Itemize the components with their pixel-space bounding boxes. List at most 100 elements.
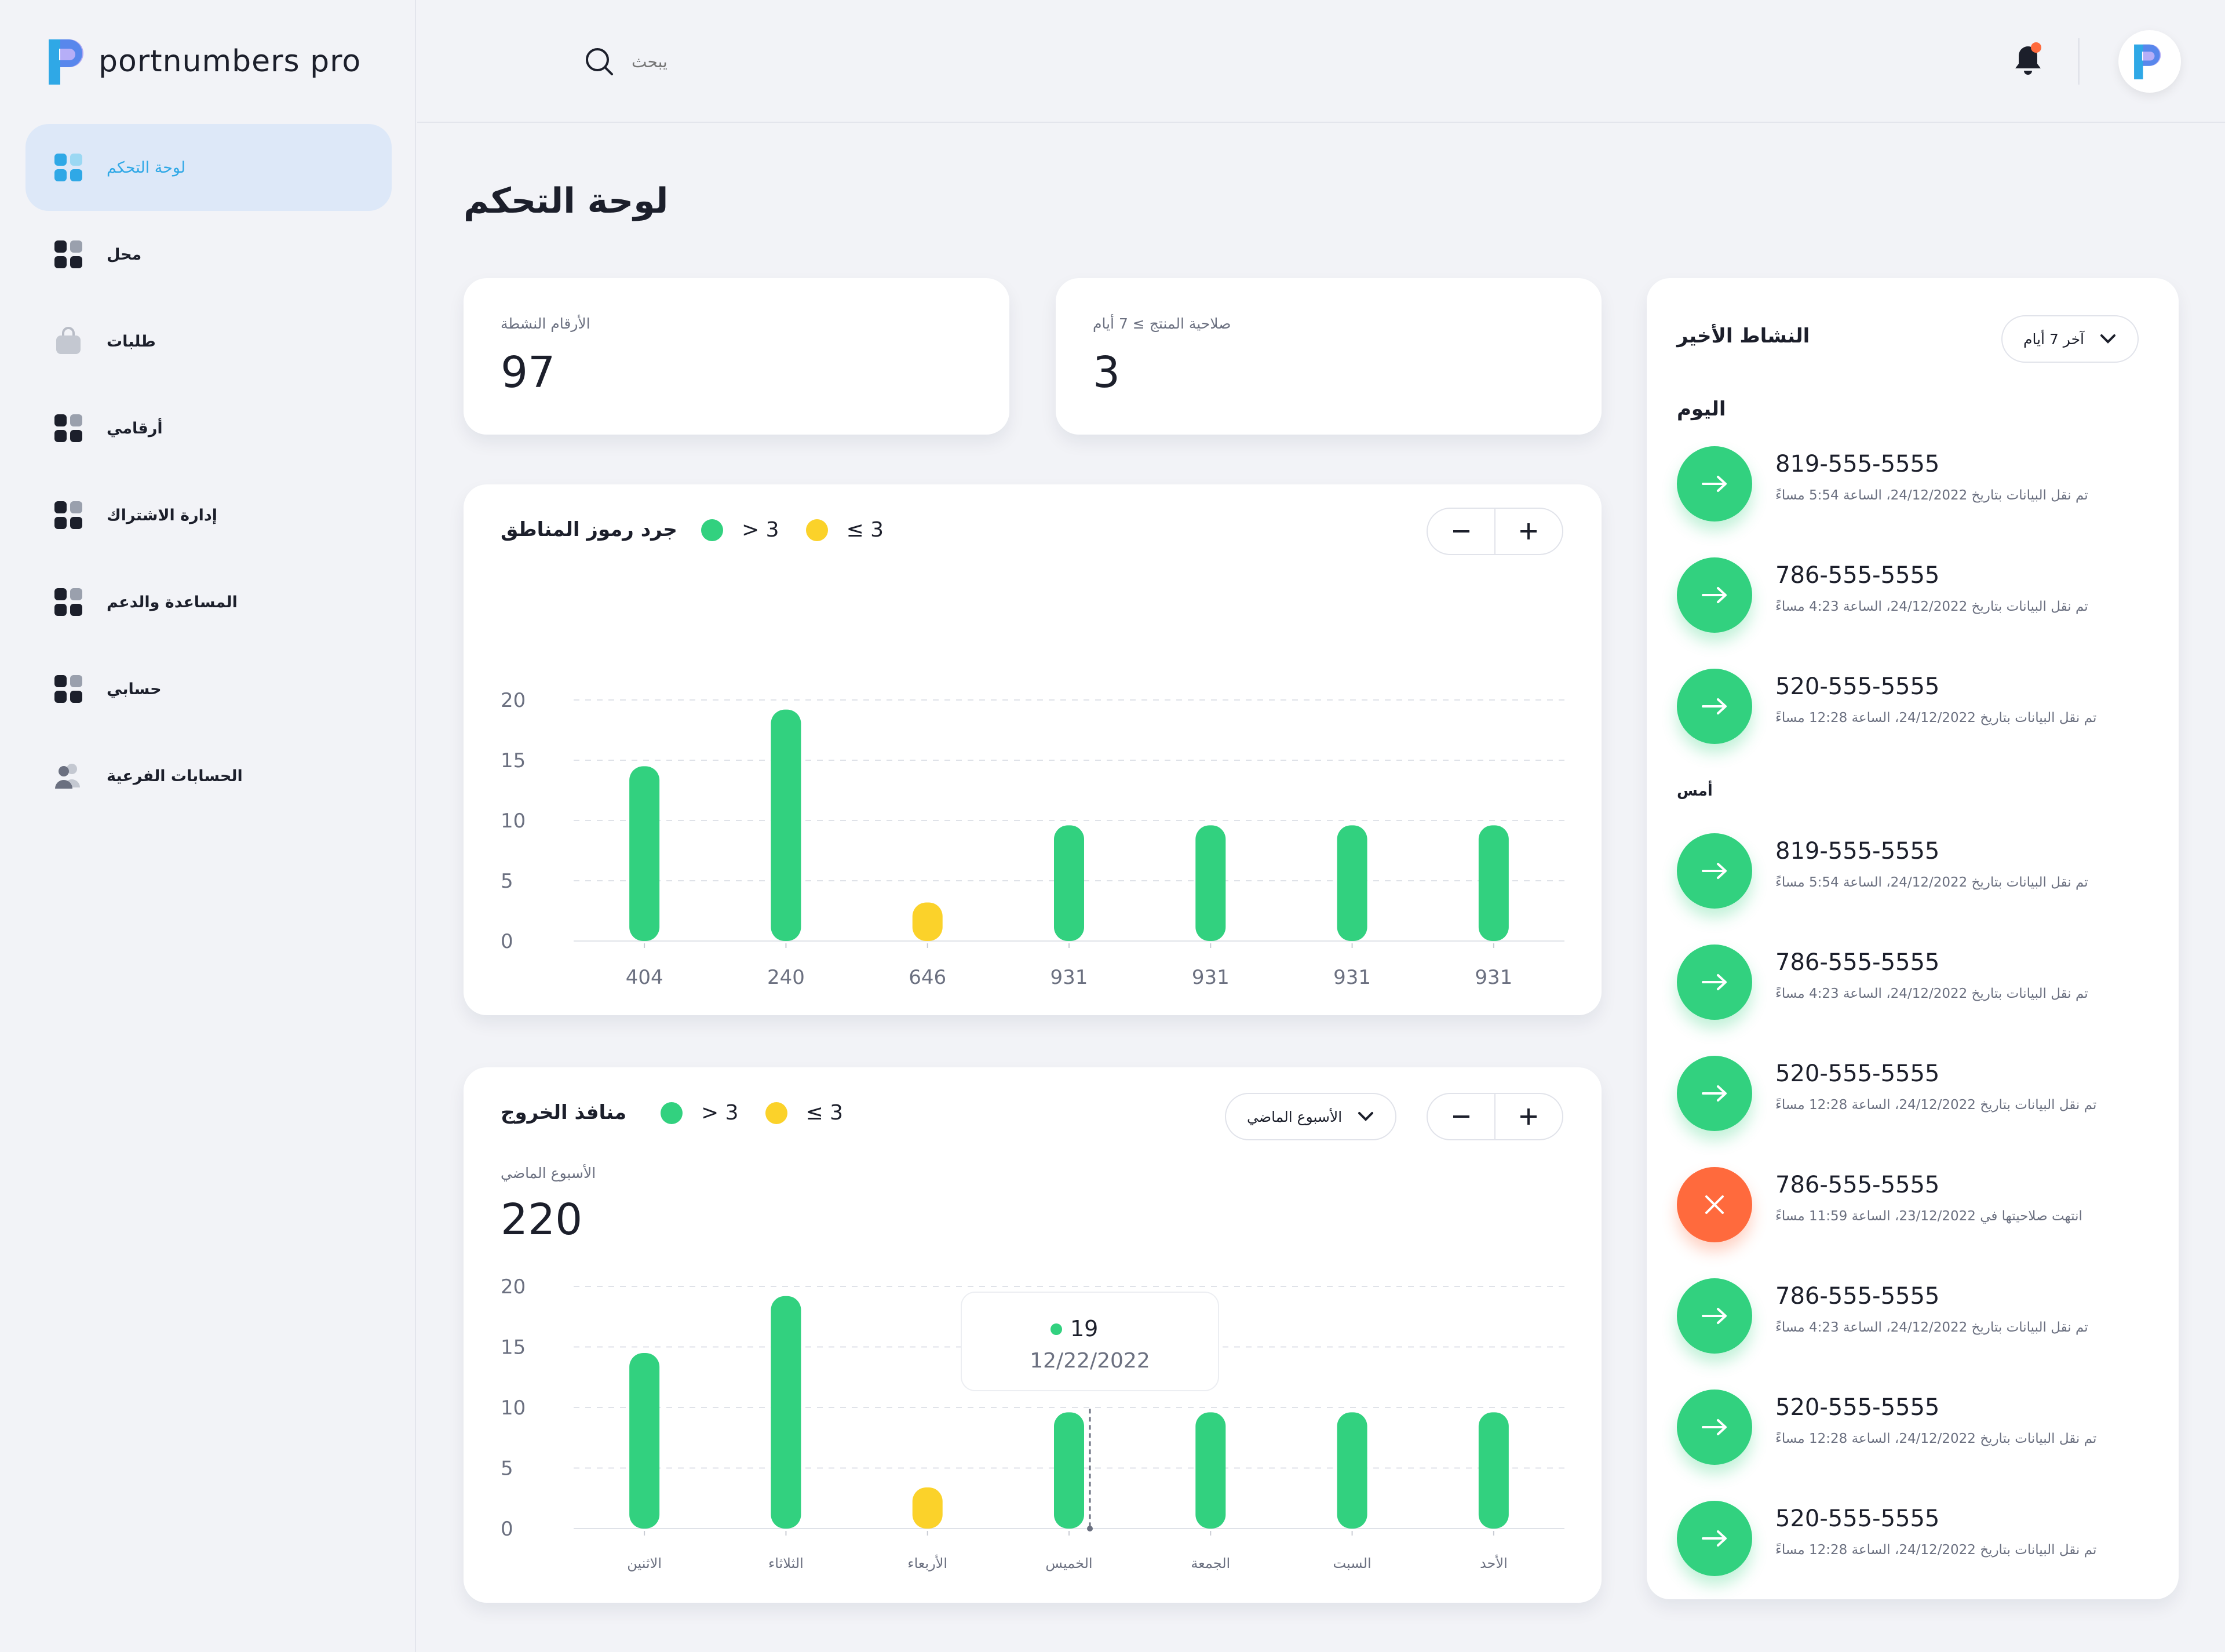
activity-description: تم نقل البيانات بتاريخ 24/12/2022، الساع…: [1775, 1097, 2097, 1113]
activity-status-success[interactable]: [1677, 557, 1752, 633]
activity-description: تم نقل البيانات بتاريخ 24/12/2022، الساع…: [1775, 488, 2088, 503]
activity-status-success[interactable]: [1677, 1390, 1752, 1465]
activity-item[interactable]: 520-555-5555 تم نقل البيانات بتاريخ 24/12…: [1677, 1390, 2152, 1465]
activity-item[interactable]: 819-555-5555 تم نقل البيانات بتاريخ 24/12…: [1677, 833, 2152, 909]
notification-bell-icon[interactable]: [2011, 42, 2045, 79]
zoom-in-button[interactable]: [1496, 1094, 1562, 1139]
y-tick-label: 20: [501, 689, 526, 712]
chevron-down-icon: [1358, 1112, 1374, 1121]
support-grid-icon: [54, 588, 82, 616]
search-icon[interactable]: [583, 45, 615, 78]
search-bar[interactable]: [583, 44, 979, 79]
chart-title: جرد رموز المناطق: [501, 518, 677, 541]
chart-bar[interactable]: [1054, 825, 1084, 941]
arrow-right-icon: [1702, 863, 1727, 879]
avatar[interactable]: [2118, 30, 2181, 93]
x-tick-label: الثلاثاء: [768, 1555, 804, 1571]
chart-bar[interactable]: [1478, 825, 1509, 941]
chart-bar[interactable]: [771, 709, 801, 941]
activity-description: انتهت صلاحيتها في 23/12/2022، الساعة 11:…: [1775, 1209, 2082, 1224]
sidebar-item-store[interactable]: محل: [25, 211, 392, 298]
activity-item[interactable]: 786-555-5555 تم نقل البيانات بتاريخ 24/12…: [1677, 944, 2152, 1020]
stat-card-active-numbers: الأرقام النشطة 97: [464, 278, 1009, 435]
arrow-right-icon: [1702, 1085, 1727, 1102]
activity-item[interactable]: 520-555-5555 تم نقل البيانات بتاريخ 24/12…: [1677, 1056, 2152, 1131]
top-header: [417, 0, 2225, 123]
activity-status-success[interactable]: [1677, 669, 1752, 744]
arrow-right-icon: [1702, 974, 1727, 990]
y-tick-label: 0: [501, 930, 513, 953]
subscription-grid-icon: [54, 501, 82, 529]
activity-number: 819-555-5555: [1775, 451, 1940, 477]
legend-label: > 3: [701, 1101, 739, 1125]
chart-bar[interactable]: [1478, 1412, 1509, 1529]
chart-bar[interactable]: [1337, 1412, 1367, 1529]
legend-yellow-dot: [805, 519, 828, 541]
chart-bar[interactable]: [1195, 1412, 1226, 1529]
brand-logo-icon: [49, 39, 83, 85]
arrow-right-icon: [1702, 1308, 1727, 1324]
legend-label: ≤ 3: [846, 518, 884, 542]
activity-status-error[interactable]: [1677, 1167, 1752, 1242]
x-tick-label: 646: [909, 966, 946, 989]
chart-bar[interactable]: [912, 1487, 943, 1529]
zoom-in-button[interactable]: [1496, 509, 1562, 554]
activity-status-success[interactable]: [1677, 1501, 1752, 1576]
y-tick-label: 15: [501, 1336, 526, 1359]
chart-bar[interactable]: [629, 1352, 660, 1529]
activity-range-select[interactable]: آخر 7 أيام: [2001, 315, 2139, 363]
activity-item[interactable]: 786-555-5555 تم نقل البيانات بتاريخ 24/12…: [1677, 557, 2152, 633]
chart-bar[interactable]: [912, 902, 943, 941]
arrow-right-icon: [1702, 476, 1727, 492]
tooltip-date: 12/22/2022: [1030, 1349, 1150, 1373]
activity-description: تم نقل البيانات بتاريخ 24/12/2022، الساع…: [1775, 1320, 2088, 1335]
legend-green-dot: [661, 1102, 683, 1124]
activity-status-success[interactable]: [1677, 944, 1752, 1020]
plus-icon: [1520, 1108, 1537, 1125]
plus-icon: [1520, 523, 1537, 539]
close-icon: [1705, 1195, 1724, 1214]
brand-name: portnumbers pro: [99, 44, 362, 79]
activity-item[interactable]: 786-555-5555 انتهت صلاحيتها في 23/12/2022…: [1677, 1167, 2152, 1242]
activity-item[interactable]: 520-555-5555 تم نقل البيانات بتاريخ 24/12…: [1677, 1501, 2152, 1576]
summary-label: الأسبوع الماضي: [501, 1165, 596, 1181]
activity-item[interactable]: 520-555-5555 تم نقل البيانات بتاريخ 24/12…: [1677, 669, 2152, 744]
activity-status-success[interactable]: [1677, 833, 1752, 909]
search-input[interactable]: [632, 52, 979, 71]
chart-legend: > 3 ≤ 3: [661, 1101, 870, 1125]
activity-status-success[interactable]: [1677, 1056, 1752, 1131]
chevron-down-icon: [2100, 334, 2115, 344]
activity-item[interactable]: 786-555-5555 تم نقل البيانات بتاريخ 24/12…: [1677, 1278, 2152, 1354]
sidebar-item-label: لوحة التحكم: [107, 158, 186, 177]
period-select-value: الأسبوع الماضي: [1247, 1108, 1343, 1125]
x-tick-label: الأربعاء: [907, 1555, 947, 1571]
activity-number: 520-555-5555: [1775, 1505, 1940, 1532]
sidebar-item-support[interactable]: المساعدة والدعم: [25, 559, 392, 646]
sidebar-item-account[interactable]: حسابي: [25, 646, 392, 732]
zoom-out-button[interactable]: [1428, 1094, 1494, 1139]
sidebar-item-my-numbers[interactable]: أرقامي: [25, 385, 392, 472]
legend-item-greater: > 3: [661, 1101, 739, 1125]
chart-bar[interactable]: [629, 766, 660, 941]
sidebar-item-subscription[interactable]: إدارة الاشتراك: [25, 472, 392, 559]
chart-bar[interactable]: [1054, 1412, 1084, 1529]
chart-bar[interactable]: [1195, 825, 1226, 941]
y-tick-label: 10: [501, 1396, 526, 1420]
chart-bar[interactable]: [771, 1296, 801, 1529]
activity-status-success[interactable]: [1677, 1278, 1752, 1354]
sidebar-item-orders[interactable]: طلبات: [25, 298, 392, 385]
brand-logo[interactable]: portnumbers pro: [46, 36, 361, 87]
tooltip-value: 19: [1070, 1316, 1098, 1341]
period-select[interactable]: الأسبوع الماضي: [1225, 1093, 1397, 1140]
x-tick-label: السبت: [1333, 1555, 1371, 1571]
x-tick-label: الخميس: [1045, 1555, 1092, 1571]
zoom-out-button[interactable]: [1428, 509, 1494, 554]
activity-item[interactable]: 819-555-5555 تم نقل البيانات بتاريخ 24/12…: [1677, 446, 2152, 522]
sidebar-item-dashboard[interactable]: لوحة التحكم: [25, 124, 392, 211]
activity-status-success[interactable]: [1677, 446, 1752, 522]
sidebar-item-label: إدارة الاشتراك: [107, 506, 217, 524]
arrow-right-icon: [1702, 1419, 1727, 1435]
chart-bar[interactable]: [1337, 825, 1367, 941]
summary-value: 220: [501, 1195, 583, 1245]
sidebar-item-sub-accounts[interactable]: الحسابات الفرعية: [25, 732, 392, 819]
